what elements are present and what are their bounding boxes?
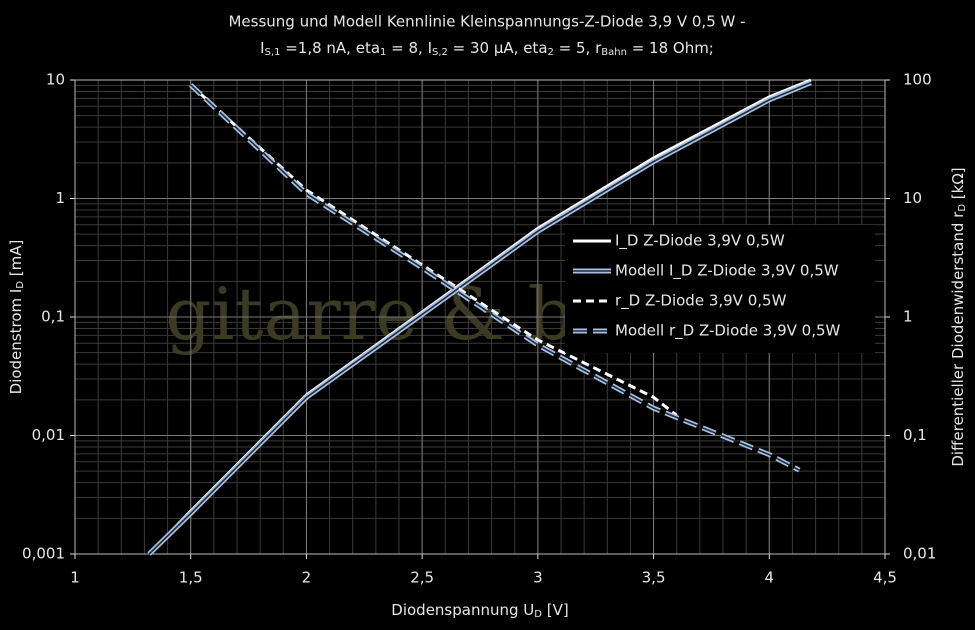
legend-label: I_D Z-Diode 3,9V 0,5W xyxy=(615,232,785,251)
chart-title: Messung und Modell Kennlinie Kleinspannu… xyxy=(228,13,745,31)
y-tick-label: 10 xyxy=(46,71,65,89)
x-tick-label: 4,5 xyxy=(873,569,897,587)
x-tick-label: 3,5 xyxy=(642,569,666,587)
y-tick-label: 0,001 xyxy=(22,545,65,563)
text-part: = 8, I xyxy=(386,39,432,57)
subscript: D xyxy=(15,281,26,289)
y2-tick-label: 1 xyxy=(903,308,913,326)
text-part: Diodenspannung U xyxy=(391,601,534,619)
text-part: =1,8 nA, eta xyxy=(280,39,380,57)
subscript: D xyxy=(957,204,968,212)
plot-frame xyxy=(74,79,886,555)
legend-box xyxy=(565,225,875,353)
x-axis-label: Diodenspannung UD [V] xyxy=(391,601,568,621)
subscript: Bahn xyxy=(601,47,627,58)
text-part: = 18 Ohm; xyxy=(627,39,714,57)
x-tick-label: 1 xyxy=(70,569,80,587)
legend-label: r_D Z-Diode 3,9V 0,5W xyxy=(615,292,787,311)
x-tick-label: 2,5 xyxy=(410,569,434,587)
subscript: 1 xyxy=(380,47,386,58)
series-line-core xyxy=(148,81,812,555)
subscript: D xyxy=(534,609,542,620)
subscript: S,1 xyxy=(265,47,281,58)
text-part: I xyxy=(260,39,264,57)
text-part: = 30 µA, eta xyxy=(448,39,548,57)
subscript: S,2 xyxy=(432,47,448,58)
text-part: Differentieller Diodenwiderstand r xyxy=(949,211,967,467)
subscript: 2 xyxy=(548,47,554,58)
text-part: [V] xyxy=(542,601,569,619)
y2-tick-label: 100 xyxy=(903,71,932,89)
y-tick-label: 0,1 xyxy=(41,308,65,326)
y2-tick-label: 0,1 xyxy=(903,426,927,444)
y2-axis-label: Differentieller Diodenwiderstand rD [kΩ] xyxy=(949,167,969,466)
legend-label: Modell r_D Z-Diode 3,9V 0,5W xyxy=(615,322,841,341)
y2-tick-label: 10 xyxy=(903,189,922,207)
y-axis-label: Diodenstrom ID [mA] xyxy=(7,240,27,395)
legend-label: Modell I_D Z-Diode 3,9V 0,5W xyxy=(615,262,839,281)
y2-tick-label: 0,01 xyxy=(903,545,936,563)
text-part: [mA] xyxy=(7,240,25,281)
y-tick-label: 0,01 xyxy=(32,426,65,444)
x-tick-label: 1,5 xyxy=(179,569,203,587)
y-tick-label: 1 xyxy=(55,189,65,207)
series-line-core xyxy=(190,84,800,471)
text-part: = 5, r xyxy=(554,39,602,57)
x-tick-label: 4 xyxy=(765,569,775,587)
text-part: [kΩ] xyxy=(949,167,967,204)
x-tick-label: 2 xyxy=(302,569,312,587)
x-tick-label: 3 xyxy=(533,569,543,587)
chart-subtitle: IS,1 =1,8 nA, eta1 = 8, IS,2 = 30 µA, et… xyxy=(260,39,714,59)
text-part: Diodenstrom I xyxy=(7,289,25,395)
